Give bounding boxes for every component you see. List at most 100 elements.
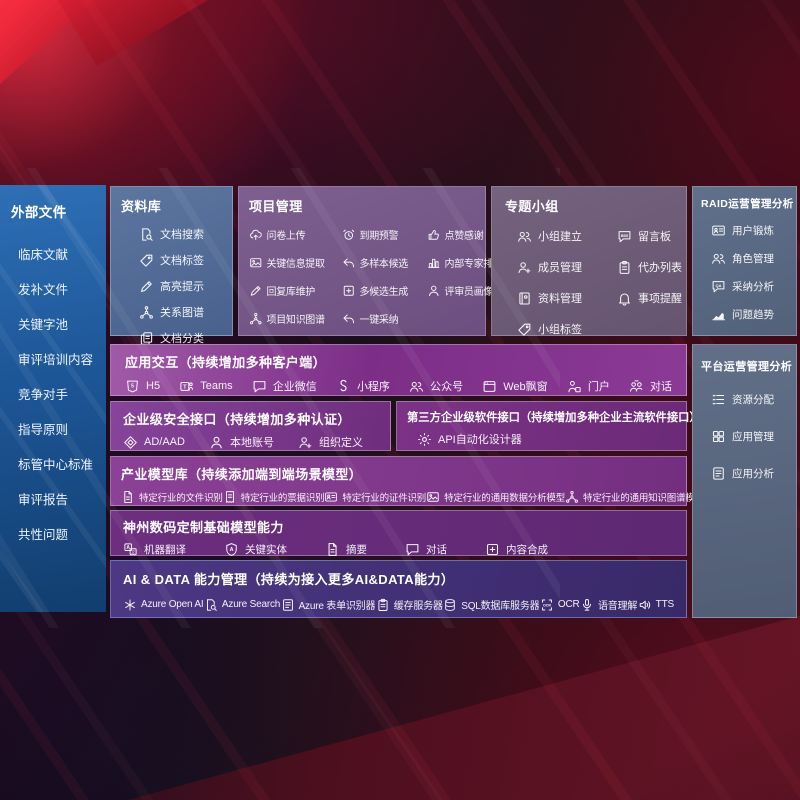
book-icon	[517, 291, 532, 306]
feature-label: 语音理解	[598, 601, 638, 612]
badge-a-icon	[224, 542, 239, 557]
feature-label: 用户锻炼	[732, 225, 774, 237]
external-file-item: 临床文献	[18, 248, 69, 262]
feature-item: TTS	[638, 598, 674, 612]
ai-data-capability-row: AI & DATA 能力管理（持续为接入更多AI&DATA能力） Azure O…	[110, 560, 687, 618]
feature-label: 对话	[649, 381, 672, 393]
form-icon	[281, 598, 295, 612]
feature-label: 文档搜索	[160, 229, 204, 241]
raid-items: 用户锻炼 角色管理 采纳分析 问题趋势	[701, 223, 794, 322]
image-icon	[426, 490, 440, 504]
feature-label: 采纳分析	[732, 281, 774, 293]
external-file-item: 共性问题	[18, 528, 69, 542]
trend-icon	[711, 307, 726, 322]
feature-item: 摘要	[325, 542, 367, 557]
feature-item: 特定行业的通用数据分析模型	[426, 490, 565, 504]
feature-label: SQL数据库服务器	[461, 601, 540, 612]
translate-icon	[123, 542, 138, 557]
feature-label: 内容合成	[506, 544, 548, 556]
feature-label: TTS	[655, 599, 675, 610]
feature-label: 应用管理	[732, 431, 774, 443]
graph-icon	[565, 490, 579, 504]
person-add-icon	[517, 260, 532, 275]
dialog-icon	[629, 379, 644, 394]
external-file-item: 审评报告	[18, 493, 69, 507]
feature-label: Web飘窗	[503, 381, 548, 393]
feature-item: 采纳分析	[711, 279, 794, 294]
feature-item: 事项提醒	[617, 290, 682, 306]
topic-groups-panel: 专题小组 小组建立 留言板 成员管理	[491, 186, 687, 336]
rank-icon	[427, 256, 441, 270]
industry-model-items: 特定行业的文件识别 特定行业的票据识别 特定行业的证件识别 特定行业的通用数据分…	[121, 490, 704, 504]
ocr-icon	[540, 598, 554, 612]
feature-label: 特定行业的文件识别	[139, 493, 223, 504]
person-icon	[427, 284, 441, 298]
feature-item: 特定行业的证件识别	[324, 490, 426, 504]
feature-item: 文档标签	[139, 252, 228, 268]
graph-icon	[139, 305, 154, 320]
feature-label: 关系图谱	[160, 307, 204, 319]
feature-item: 应用分析	[711, 466, 794, 481]
external-files-list: 临床文献 发补文件 关键字池 审评培训内容 竞争对手 指导原则 标管中心标准 审评报告 共性问题	[11, 245, 106, 546]
feature-label: 特定行业的通用知识图谱模型	[583, 493, 704, 504]
feature-item: 多候选生成	[342, 283, 424, 298]
clipboard-icon	[617, 260, 632, 275]
external-file-item: 指导原则	[18, 423, 69, 437]
project-management-panel: 项目管理 问卷上传 到期预警 点赞感谢	[238, 186, 503, 336]
feature-label: 项目知识图谱	[266, 315, 326, 326]
bbs-icon	[617, 229, 632, 244]
feature-item: 代办列表	[617, 259, 682, 275]
client-items: H5 Teams 企业微信 小程序	[125, 378, 672, 394]
person-icon	[209, 435, 224, 450]
feature-item: AD/AAD	[123, 435, 185, 450]
panel-title: 第三方企业级软件接口（持续增加多种企业主流软件接口）	[407, 412, 701, 424]
repository-items: 文档搜索 文档标签 高亮提示 关系图谱	[121, 226, 228, 346]
qa-icon	[711, 279, 726, 294]
feature-item: 文档搜索	[139, 226, 228, 242]
cloud-up-icon	[249, 228, 263, 242]
panel-title: 专题小组	[505, 199, 559, 214]
gear-icon	[417, 432, 432, 447]
feature-label: 代办列表	[638, 262, 682, 274]
db-icon	[443, 598, 457, 612]
feature-item: 留言板	[617, 228, 682, 244]
feature-label: 本地账号	[229, 437, 274, 449]
feature-item: 关键实体	[224, 542, 287, 557]
reply-icon	[342, 256, 356, 270]
tag-icon	[139, 253, 154, 268]
feature-item: 资料管理	[517, 290, 617, 306]
panel-title: 产业模型库（持续添加端到端场景模型）	[121, 467, 363, 482]
panel-title: RAID运营管理分析	[701, 198, 794, 210]
feature-label: 角色管理	[732, 253, 774, 265]
feature-item: 语音理解	[580, 597, 637, 612]
doc-icon	[325, 542, 340, 557]
doc-icon	[121, 490, 135, 504]
bell-icon	[617, 291, 632, 306]
feature-item: 问题趋势	[711, 307, 794, 322]
window-plus-icon	[485, 542, 500, 557]
feature-item: 高亮提示	[139, 278, 228, 294]
industry-models-row: 产业模型库（持续添加端到端场景模型） 特定行业的文件识别 特定行业的票据识别 特…	[110, 456, 704, 506]
feature-item: 用户锻炼	[711, 223, 794, 238]
chat-icon	[405, 542, 420, 557]
panel-title: 项目管理	[249, 199, 303, 214]
feature-item: Azure Open AI	[123, 598, 204, 612]
feature-item: Azure Search	[204, 598, 280, 612]
feature-item: OCR	[540, 598, 580, 612]
feature-label: OCR	[557, 599, 580, 610]
window-plus-icon	[342, 284, 356, 298]
feature-label: 资料管理	[538, 293, 582, 305]
window-icon	[482, 379, 497, 394]
feature-label: 缓存服务器	[393, 601, 443, 612]
feature-item: 问卷上传	[249, 227, 339, 242]
feature-label: 关键实体	[245, 544, 287, 556]
feature-label: 多样本候选	[359, 259, 409, 270]
feature-label: 机器翻译	[144, 544, 186, 556]
feature-item: 应用管理	[711, 429, 794, 444]
people-icon	[517, 229, 532, 244]
ai-data-items: Azure Open AI Azure Search Azure 表单识别器 缓…	[123, 597, 674, 612]
feature-item: 门户	[567, 378, 610, 394]
feature-item: 成员管理	[517, 259, 617, 275]
mini-icon	[336, 379, 351, 394]
repository-panel: 资料库 文档搜索 文档标签 高亮提示	[110, 186, 233, 345]
